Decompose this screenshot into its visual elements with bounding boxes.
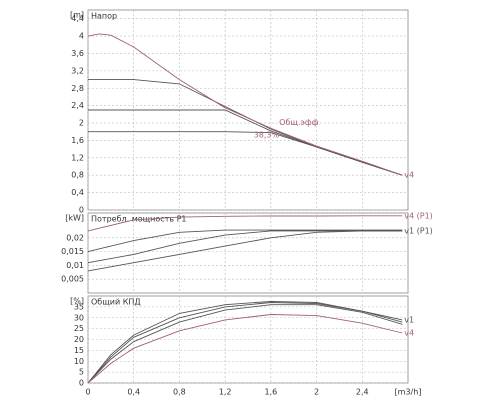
panel-title: Потребл. мощность P1 [91,215,187,224]
y-axis-label: [%] [70,297,84,306]
y-tick-label: 25 [74,324,84,333]
y-tick-label: 0,8 [71,171,84,180]
panel [87,212,409,294]
y-tick-label: 0,4 [71,188,84,197]
x-tick-label: 1,2 [219,388,232,397]
y-tick-label: 4 [79,32,84,41]
y-tick-label: 30 [74,313,84,322]
y-tick-label: 0,015 [61,247,84,256]
y-axis-label: [m] [70,11,84,20]
curve [87,302,403,384]
y-tick-label: 0,01 [66,261,84,270]
x-tick-label: 1,6 [264,388,277,397]
y-tick-label: 0,02 [66,233,84,242]
y-tick-label: 0 [79,379,84,388]
y-tick-label: 3,2 [71,66,84,75]
y-tick-label: 20 [74,335,84,344]
y-tick-label: 2,4 [71,101,84,110]
series-label: v4 [404,328,414,337]
curve [87,33,403,176]
y-tick-label: 10 [74,357,84,366]
y-tick-label: 0 [79,206,84,215]
y-tick-label: 1,2 [71,153,84,162]
x-tick-label: 2,4 [356,388,369,397]
x-tick-label: 0,4 [127,388,140,397]
y-axis-label: [kW] [65,214,84,223]
y-tick-label: 15 [74,346,84,355]
panel-title: Напор [91,12,117,21]
x-tick-label: 0 [85,388,90,397]
x-tick-label: 2 [314,388,319,397]
y-tick-label: 4,4 [71,14,84,23]
x-tick-label: 0,8 [173,388,186,397]
y-tick-label: 3,6 [71,49,84,58]
annotation: Общ.эфф [279,118,319,127]
series-label: v1 (P1) [404,226,433,235]
curve [87,304,403,384]
curve [87,229,403,253]
curve [87,230,403,264]
curve [88,79,403,176]
curve [87,215,403,232]
series-label: v4 (P1) [404,211,433,220]
series-label: v1 [404,315,414,324]
curve [87,314,403,384]
y-tick-label: 2,8 [71,84,84,93]
y-tick-label: 0,005 [61,275,84,284]
y-tick-label: 1,6 [71,136,84,145]
y-tick-label: 35 [74,302,84,311]
y-tick-label: 2 [79,119,84,128]
x-axis-label: [m3/h] [395,388,422,397]
series-label: v4 [404,171,414,180]
panel-title: Общий КПД [91,298,141,307]
annotation: 38,3% [254,131,280,140]
y-tick-label: 5 [79,368,84,377]
